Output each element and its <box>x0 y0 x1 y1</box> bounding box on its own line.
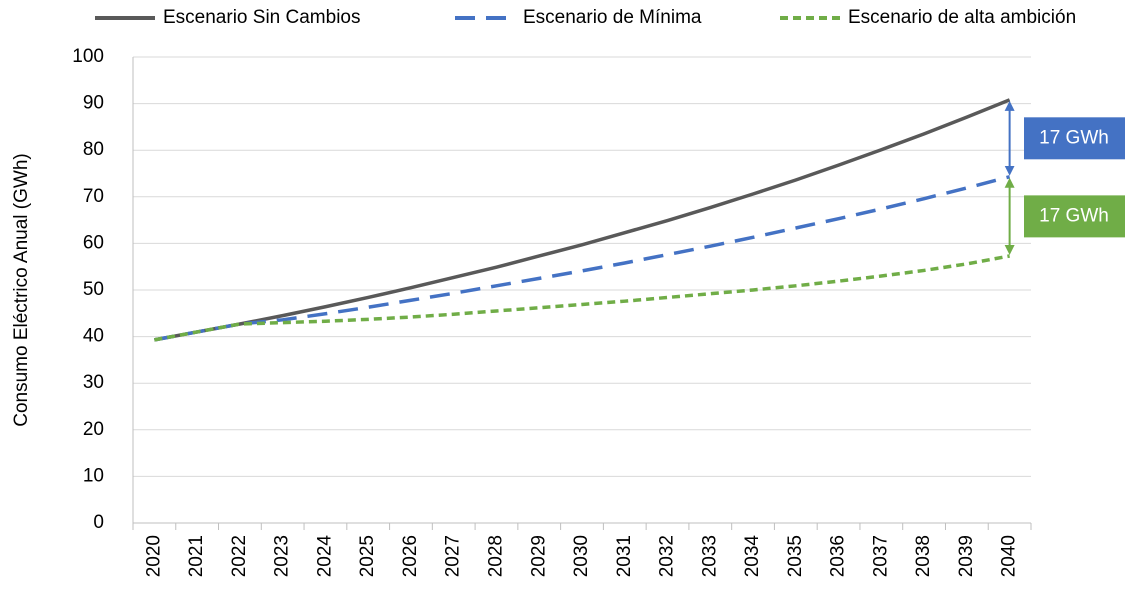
x-tick-label: 2039 <box>956 535 977 577</box>
legend-label: Escenario de alta ambición <box>848 7 1076 28</box>
x-tick-label: 2025 <box>357 535 378 577</box>
annotation-label: 17 GWh <box>1039 205 1109 226</box>
x-tick-label: 2021 <box>186 535 207 577</box>
y-tick-label: 100 <box>72 46 104 67</box>
x-tick-label: 2031 <box>614 535 635 577</box>
annotation-label: 17 GWh <box>1039 127 1109 148</box>
series-line <box>154 98 1011 342</box>
x-tick-label: 2022 <box>229 535 250 577</box>
legend-label: Escenario Sin Cambios <box>163 7 360 28</box>
y-tick-label: 20 <box>83 419 104 440</box>
x-tick-label: 2027 <box>443 535 464 577</box>
x-tick-label: 2028 <box>485 535 506 577</box>
x-tick-label: 2040 <box>999 535 1020 577</box>
annotation-box <box>1024 195 1125 238</box>
y-tick-label: 0 <box>93 512 104 533</box>
y-tick-label: 70 <box>83 186 104 207</box>
x-tick-label: 2037 <box>870 535 891 577</box>
y-tick-label: 60 <box>83 232 104 253</box>
x-tick-label: 2035 <box>785 535 806 577</box>
x-tick-label: 2023 <box>272 535 293 577</box>
y-tick-label: 80 <box>83 139 104 160</box>
y-tick-label: 10 <box>83 465 104 486</box>
y-tick-label: 50 <box>83 279 104 300</box>
y-tick-label: 40 <box>83 326 104 347</box>
x-tick-label: 2024 <box>314 535 335 578</box>
x-tick-label: 2036 <box>828 535 849 577</box>
x-tick-label: 2032 <box>657 535 678 577</box>
x-tick-label: 2026 <box>400 535 421 577</box>
y-axis-label: Consumo Eléctrico Anual (GWh) <box>11 153 32 427</box>
x-tick-label: 2030 <box>571 535 592 577</box>
y-tick-label: 90 <box>83 93 104 114</box>
x-tick-label: 2034 <box>742 535 763 578</box>
annotation-box <box>1024 117 1125 160</box>
series-line <box>154 175 1011 342</box>
x-tick-label: 2038 <box>913 535 934 577</box>
series-line <box>154 254 1010 342</box>
y-tick-label: 30 <box>83 372 104 393</box>
x-tick-label: 2033 <box>699 535 720 577</box>
x-tick-label: 2029 <box>528 535 549 577</box>
x-tick-label: 2020 <box>143 535 164 577</box>
legend-label: Escenario de Mínima <box>523 7 702 28</box>
